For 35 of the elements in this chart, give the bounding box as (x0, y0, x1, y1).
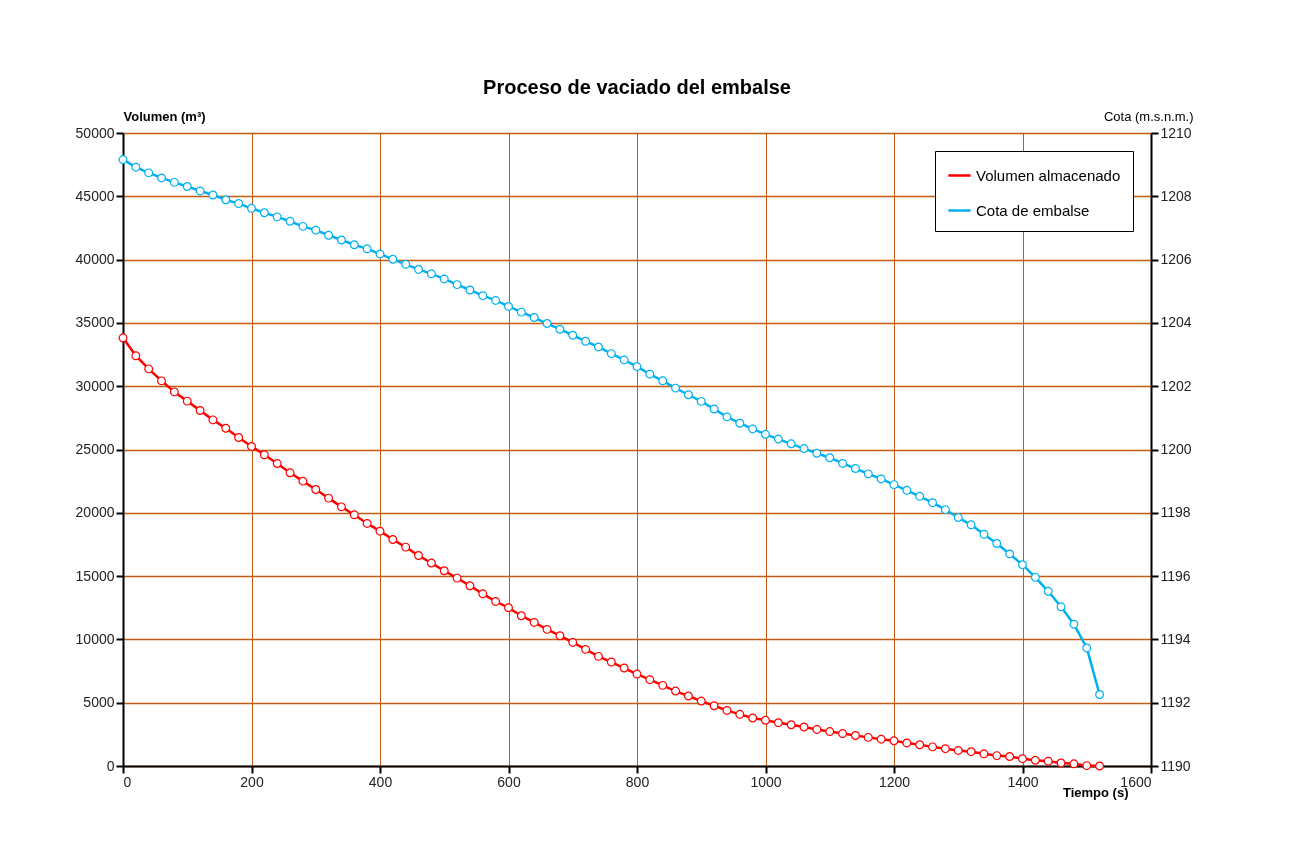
y2-tick-label: 1202 (1160, 377, 1192, 394)
y-tick-label: 10000 (75, 630, 115, 647)
x-tick-label: 1000 (750, 773, 782, 790)
y2-tick-label: 1204 (1160, 314, 1192, 331)
legend-label: Volumen almacenado (976, 166, 1121, 184)
x-tick-label: 1400 (1007, 773, 1039, 790)
y2-tick-label: 1190 (1160, 757, 1191, 774)
y2-tick-label: 1200 (1160, 441, 1192, 457)
y-axis-title: Volumen (m³) (123, 108, 206, 124)
y-tick-label: 20000 (75, 504, 115, 521)
x-tick-label: 400 (368, 773, 393, 790)
y2-axis-title: Cota (m.s.n.m.) (1103, 108, 1194, 124)
y2-tick-label: 1206 (1160, 251, 1192, 268)
y-tick-label: 45000 (75, 187, 115, 204)
y-tick-label: 50000 (75, 124, 115, 141)
y2-tick-label: 1194 (1160, 630, 1191, 647)
y-tick-label: 5000 (83, 694, 115, 711)
chart-title: Proceso de vaciado del embalse (483, 76, 791, 98)
y-tick-label: 30000 (75, 377, 115, 394)
x-tick-label: 1200 (878, 773, 911, 790)
y-tick-label: 0 (106, 757, 115, 774)
y-tick-label: 15000 (75, 567, 115, 584)
x-tick-label: 0 (123, 773, 132, 790)
y2-tick-label: 1210 (1160, 124, 1192, 141)
y2-tick-label: 1198 (1160, 504, 1191, 521)
x-tick-label: 200 (240, 773, 264, 790)
y2-tick-label: 1192 (1160, 694, 1191, 711)
y-tick-label: 40000 (75, 251, 115, 268)
y-tick-label: 25000 (75, 441, 115, 457)
legend-label: Cota de embalse (976, 201, 1090, 219)
x-tick-label: 800 (625, 773, 650, 790)
y2-tick-label: 1196 (1160, 567, 1191, 584)
y-tick-label: 35000 (75, 314, 115, 331)
y2-tick-label: 1208 (1160, 187, 1192, 204)
x-tick-label: 600 (497, 773, 521, 790)
